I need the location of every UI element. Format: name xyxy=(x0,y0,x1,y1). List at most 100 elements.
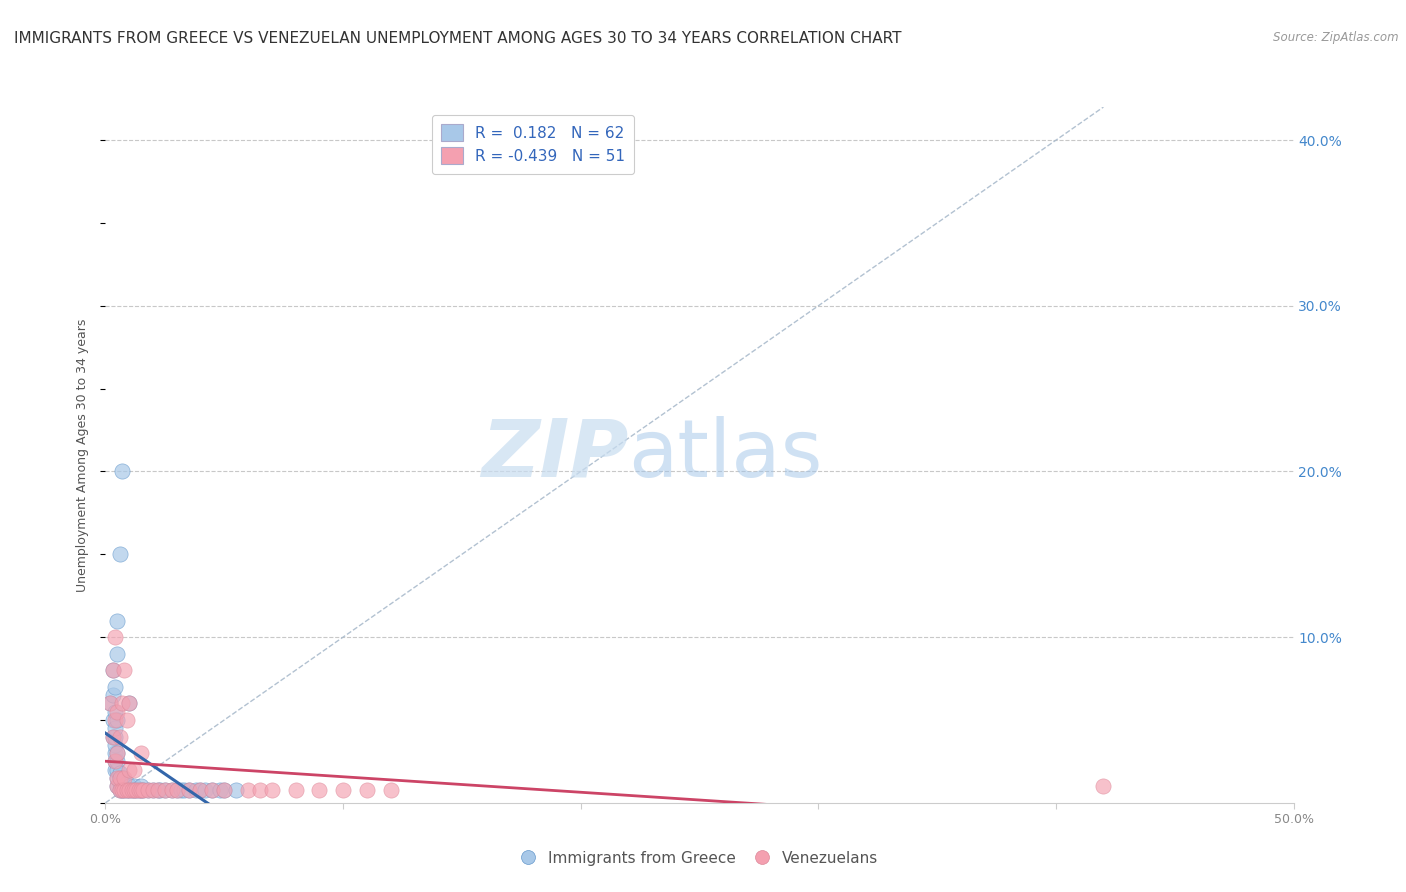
Point xyxy=(118,782,141,797)
Point xyxy=(104,755,127,769)
Point xyxy=(177,782,200,797)
Point xyxy=(121,782,143,797)
Point xyxy=(105,771,128,785)
Point xyxy=(308,782,330,797)
Point xyxy=(284,782,307,797)
Point xyxy=(166,782,188,797)
Point xyxy=(105,713,128,727)
Point xyxy=(105,746,128,760)
Point xyxy=(225,782,247,797)
Point xyxy=(111,782,134,797)
Point xyxy=(136,782,159,797)
Point xyxy=(260,782,283,797)
Point xyxy=(122,779,145,793)
Point xyxy=(101,713,124,727)
Point xyxy=(160,782,183,797)
Point xyxy=(142,782,165,797)
Point xyxy=(214,782,236,797)
Point xyxy=(111,779,134,793)
Point xyxy=(108,766,131,780)
Point xyxy=(208,782,231,797)
Point xyxy=(115,713,138,727)
Point xyxy=(190,782,212,797)
Point xyxy=(122,782,145,797)
Point xyxy=(136,782,159,797)
Point xyxy=(98,697,121,711)
Point xyxy=(101,730,124,744)
Point xyxy=(104,763,127,777)
Point xyxy=(160,782,183,797)
Point xyxy=(104,738,127,752)
Point xyxy=(173,782,195,797)
Point xyxy=(118,697,141,711)
Point xyxy=(170,782,193,797)
Point xyxy=(146,782,169,797)
Point xyxy=(104,713,127,727)
Point xyxy=(118,697,141,711)
Point xyxy=(108,771,131,785)
Point xyxy=(105,705,128,719)
Point xyxy=(115,776,138,790)
Point xyxy=(105,755,128,769)
Point xyxy=(105,746,128,760)
Point xyxy=(129,779,152,793)
Point xyxy=(153,782,176,797)
Point xyxy=(114,771,136,785)
Point xyxy=(108,782,131,797)
Text: IMMIGRANTS FROM GREECE VS VENEZUELAN UNEMPLOYMENT AMONG AGES 30 TO 34 YEARS CORR: IMMIGRANTS FROM GREECE VS VENEZUELAN UNE… xyxy=(14,31,901,46)
Point xyxy=(104,705,127,719)
Point xyxy=(114,663,136,677)
Point xyxy=(129,782,152,797)
Point xyxy=(105,771,128,785)
Point xyxy=(108,547,131,561)
Y-axis label: Unemployment Among Ages 30 to 34 years: Unemployment Among Ages 30 to 34 years xyxy=(76,318,90,591)
Point xyxy=(104,746,127,760)
Point xyxy=(111,465,134,479)
Point xyxy=(108,730,131,744)
Point xyxy=(201,782,224,797)
Point xyxy=(114,779,136,793)
Text: atlas: atlas xyxy=(628,416,823,494)
Text: Source: ZipAtlas.com: Source: ZipAtlas.com xyxy=(1274,31,1399,45)
Point xyxy=(332,782,354,797)
Point xyxy=(108,771,131,785)
Point xyxy=(115,782,138,797)
Point xyxy=(104,730,127,744)
Point xyxy=(101,730,124,744)
Point xyxy=(125,782,148,797)
Point xyxy=(129,782,152,797)
Point xyxy=(153,782,176,797)
Point xyxy=(104,755,127,769)
Point xyxy=(380,782,402,797)
Point xyxy=(128,782,150,797)
Point xyxy=(108,782,131,797)
Legend: Immigrants from Greece, Venezuelans: Immigrants from Greece, Venezuelans xyxy=(515,845,884,871)
Point xyxy=(108,776,131,790)
Text: ZIP: ZIP xyxy=(481,416,628,494)
Point xyxy=(101,663,124,677)
Point xyxy=(201,782,224,797)
Point xyxy=(105,763,128,777)
Point xyxy=(1092,779,1115,793)
Point xyxy=(356,782,378,797)
Point xyxy=(122,782,145,797)
Point xyxy=(249,782,271,797)
Point xyxy=(105,779,128,793)
Point xyxy=(111,697,134,711)
Point xyxy=(111,782,134,797)
Point xyxy=(125,782,148,797)
Point xyxy=(122,763,145,777)
Point xyxy=(121,782,143,797)
Point xyxy=(214,782,236,797)
Point xyxy=(104,721,127,735)
Point xyxy=(177,782,200,797)
Point xyxy=(142,782,165,797)
Point xyxy=(101,688,124,702)
Point xyxy=(129,746,152,760)
Point xyxy=(104,630,127,644)
Point xyxy=(105,779,128,793)
Point xyxy=(105,647,128,661)
Point xyxy=(104,680,127,694)
Point xyxy=(118,782,141,797)
Point xyxy=(132,782,155,797)
